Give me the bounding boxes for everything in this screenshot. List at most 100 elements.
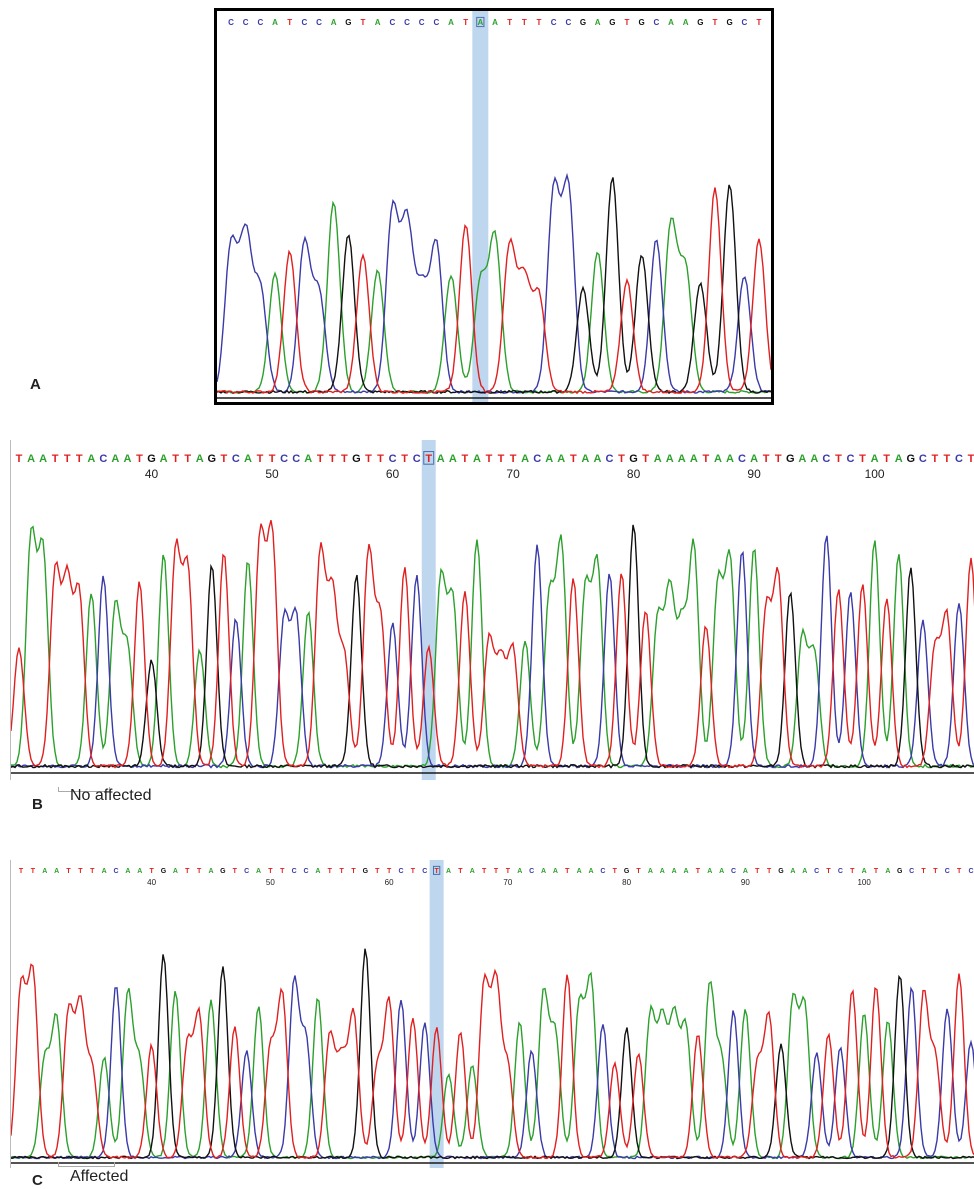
base-call: C	[565, 18, 571, 27]
base-call: A	[545, 453, 553, 465]
base-call: T	[257, 453, 264, 465]
base-call: T	[19, 868, 24, 875]
base-call: T	[287, 18, 292, 27]
base-call: C	[919, 453, 927, 465]
base-call: C	[653, 18, 659, 27]
base-call: C	[232, 453, 240, 465]
base-call: A	[54, 868, 59, 875]
base-call: A	[315, 868, 320, 875]
base-call: T	[625, 18, 630, 27]
base-call: A	[137, 868, 142, 875]
base-call: C	[257, 18, 263, 27]
base-call: T	[361, 18, 366, 27]
base-call: T	[767, 868, 772, 875]
base-call: C	[413, 453, 421, 465]
position-tick-50: 50	[266, 878, 275, 887]
base-call: C	[301, 18, 307, 27]
base-call: T	[149, 868, 154, 875]
trace-T	[11, 963, 974, 1160]
base-call: A	[557, 453, 565, 465]
base-call: C	[419, 18, 425, 27]
base-call: T	[506, 868, 511, 875]
base-call: C	[600, 868, 605, 875]
base-call: A	[672, 868, 677, 875]
position-tick-90: 90	[747, 467, 761, 481]
position-tick-40: 40	[145, 467, 159, 481]
base-call: T	[90, 868, 95, 875]
base-call: A	[87, 453, 95, 465]
base-call: A	[810, 453, 818, 465]
base-call: T	[618, 453, 625, 465]
base-call: G	[220, 868, 226, 875]
base-call: A	[160, 453, 168, 465]
base-call: T	[498, 453, 505, 465]
base-call: A	[125, 868, 130, 875]
base-call: A	[790, 868, 795, 875]
base-call: T	[136, 453, 143, 465]
base-call: G	[624, 868, 630, 875]
base-call: T	[425, 453, 432, 465]
base-call: A	[208, 868, 213, 875]
caption-affected: Affected	[70, 1168, 129, 1185]
base-call: A	[244, 453, 252, 465]
base-call: T	[957, 868, 962, 875]
base-call: G	[629, 453, 638, 465]
panel-label-a: A	[30, 376, 41, 393]
position-tick-50: 50	[265, 467, 279, 481]
base-call: T	[401, 453, 408, 465]
base-call: T	[835, 453, 842, 465]
position-tick-60: 60	[386, 467, 400, 481]
base-call: T	[329, 453, 336, 465]
base-call: A	[577, 868, 582, 875]
base-call: A	[683, 18, 689, 27]
base-call: G	[147, 453, 156, 465]
base-call: A	[871, 453, 879, 465]
base-call: T	[763, 453, 770, 465]
base-call: T	[280, 868, 285, 875]
highlighted-base-box	[432, 865, 441, 875]
base-call: C	[99, 453, 107, 465]
base-call: C	[398, 868, 403, 875]
base-call: C	[303, 868, 308, 875]
base-call: A	[123, 453, 131, 465]
base-call: C	[389, 453, 397, 465]
trace-T	[217, 187, 771, 395]
base-call: T	[944, 453, 951, 465]
base-call: C	[243, 18, 249, 27]
base-call: T	[341, 453, 348, 465]
trace-A	[11, 971, 974, 1160]
base-call: T	[78, 868, 83, 875]
trace-T	[11, 520, 974, 769]
base-call: A	[375, 18, 381, 27]
base-call: T	[458, 868, 463, 875]
base-call: G	[906, 453, 915, 465]
base-call: T	[185, 868, 190, 875]
base-call: T	[411, 868, 416, 875]
base-call: T	[921, 868, 926, 875]
base-call: G	[345, 18, 351, 27]
base-call: A	[714, 453, 722, 465]
base-call: T	[565, 868, 570, 875]
position-tick-40: 40	[147, 878, 156, 887]
base-call: A	[173, 868, 178, 875]
base-call: A	[726, 453, 734, 465]
base-call: A	[111, 453, 119, 465]
position-tick-60: 60	[385, 878, 394, 887]
base-call: C	[292, 453, 300, 465]
position-tick-100: 100	[857, 878, 871, 887]
base-call: T	[16, 453, 23, 465]
position-tick-70: 70	[503, 878, 512, 887]
base-call: A	[798, 453, 806, 465]
highlight-band	[429, 860, 444, 1168]
base-call: T	[968, 453, 974, 465]
base-call: T	[184, 453, 191, 465]
base-call: C	[244, 868, 249, 875]
base-call: T	[463, 18, 468, 27]
base-call: T	[522, 18, 527, 27]
base-call: A	[750, 453, 758, 465]
base-call: A	[743, 868, 748, 875]
base-call: C	[738, 453, 746, 465]
